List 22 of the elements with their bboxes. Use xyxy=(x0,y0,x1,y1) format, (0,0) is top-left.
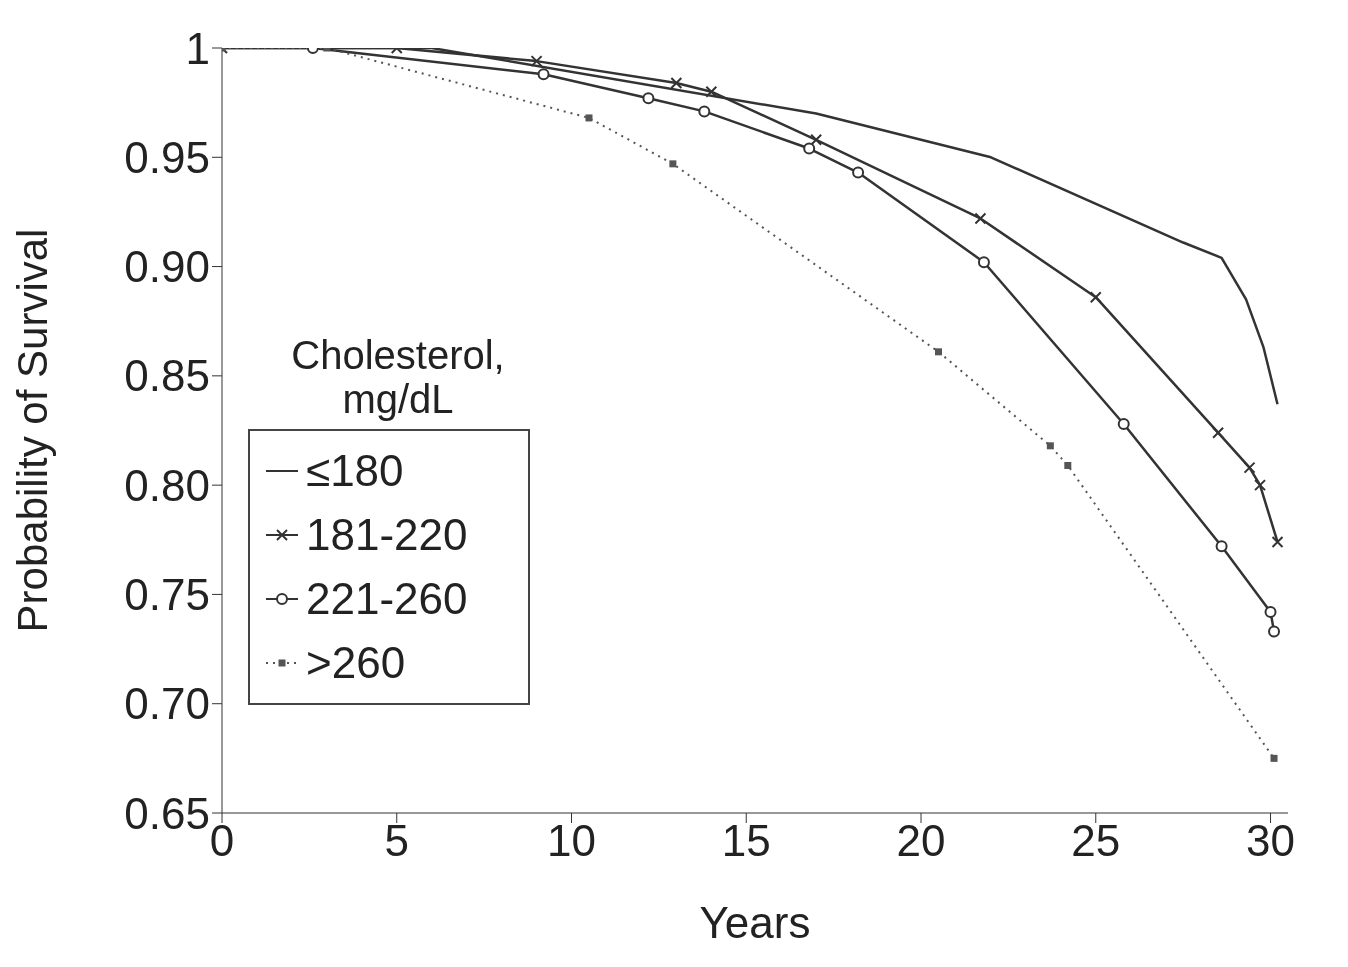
x-axis-title: Years xyxy=(699,898,811,947)
x-tick-label: 10 xyxy=(547,816,596,866)
legend-label: >260 xyxy=(306,637,406,689)
x-tick-label: 20 xyxy=(896,816,946,866)
y-tick-label: 0.70 xyxy=(124,679,210,729)
x-tick-label: 30 xyxy=(1246,816,1295,866)
x-tick-label: 15 xyxy=(721,816,771,866)
legend-label: 181-220 xyxy=(306,509,468,561)
y-tick-label: 0.65 xyxy=(124,788,210,838)
y-tick-label: 0.75 xyxy=(124,570,210,620)
y-tick-label: 0.90 xyxy=(124,242,210,292)
legend-label: 221-260 xyxy=(306,573,468,625)
legend-title: Cholesterol, mg/dL xyxy=(290,333,506,421)
y-axis-title: Probability of Survival xyxy=(8,228,56,633)
y-tick-label: 1 xyxy=(185,23,210,73)
y-tick-label: 0.85 xyxy=(124,351,210,401)
legend-label: ≤180 xyxy=(306,445,404,497)
y-tick-label: 0.80 xyxy=(124,460,210,510)
x-tick-label: 25 xyxy=(1071,816,1121,866)
x-tick-label: 5 xyxy=(384,816,409,866)
x-tick-label: 0 xyxy=(209,816,235,866)
y-tick-label: 0.95 xyxy=(124,132,210,182)
